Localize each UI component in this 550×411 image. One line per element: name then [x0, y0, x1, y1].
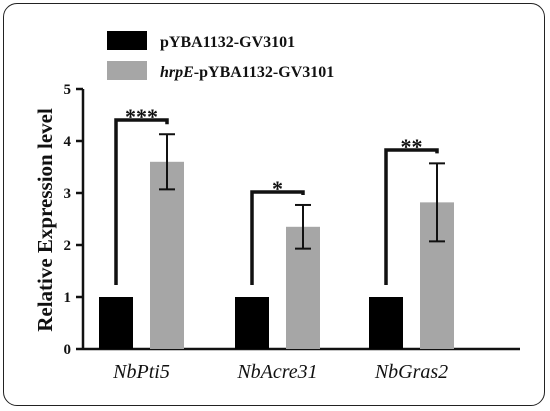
- significance-bracket: [114, 118, 169, 285]
- legend-label: pYBA1132-GV3101: [160, 34, 295, 51]
- significance-stars: **: [401, 134, 423, 159]
- bar: [150, 161, 184, 349]
- x-category-label: NbGras2: [374, 361, 448, 383]
- legend-swatch: [107, 31, 147, 50]
- legend-label: hrpE-pYBA1132-GV3101: [160, 64, 334, 81]
- x-category-label: NbAcre31: [236, 361, 317, 383]
- y-tick-label: 2: [64, 238, 72, 254]
- figure-frame: [3, 3, 545, 406]
- significance-stars: ***: [125, 104, 158, 129]
- x-axis: NbPti5 NbAcre31 NbGras2: [83, 347, 520, 383]
- significance-markers: ******: [114, 104, 439, 285]
- y-tick-label: 5: [64, 82, 72, 98]
- bar: [99, 297, 133, 349]
- legend-label-rest: -pYBA1132-GV3101: [194, 64, 334, 81]
- y-tick-label: 3: [64, 186, 72, 202]
- y-tick-label: 4: [64, 134, 72, 150]
- legend-swatch: [107, 61, 147, 80]
- bar: [369, 297, 403, 349]
- significance-stars: *: [272, 176, 283, 201]
- y-axis-title: Relative Expression level: [33, 108, 57, 332]
- y-axis: 0 1 2 3 4 5: [64, 82, 85, 358]
- bars: [99, 133, 454, 349]
- y-tick-label: 1: [64, 290, 72, 306]
- y-tick-label: 0: [64, 342, 72, 358]
- significance-bracket: [250, 190, 305, 285]
- bar: [235, 297, 269, 349]
- legend: pYBA1132-GV3101 hrpE-pYBA1132-GV3101: [107, 31, 334, 81]
- significance-bracket: [384, 148, 439, 285]
- x-category-label: NbPti5: [112, 361, 170, 383]
- legend-label-italic: hrpE: [160, 64, 194, 81]
